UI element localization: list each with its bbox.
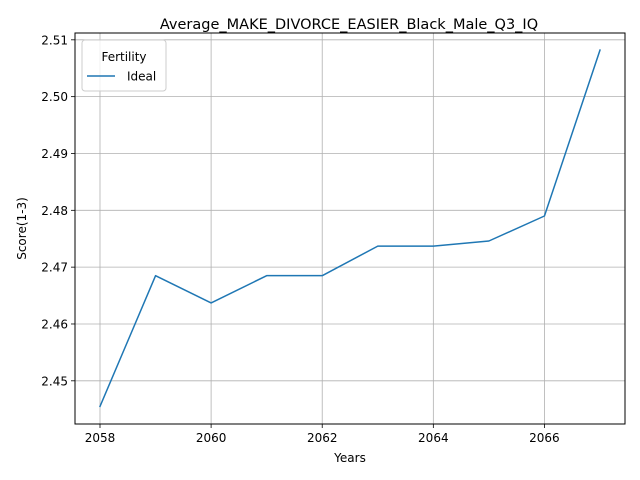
chart-title: Average_MAKE_DIVORCE_EASIER_Black_Male_Q…: [160, 17, 538, 33]
y-tick-label: 2.49: [41, 147, 68, 161]
series-layer: [99, 49, 601, 408]
legend-box: [81, 39, 167, 92]
y-tick-label: 2.50: [41, 90, 68, 104]
y-tick-label: 2.47: [41, 261, 68, 275]
legend-label-ideal: Ideal: [127, 70, 156, 84]
y-tick-label: 2.48: [41, 204, 68, 218]
x-tick-label: 2062: [307, 431, 338, 445]
plot-area-frame: [74, 32, 626, 425]
x-tick-label: 2064: [418, 431, 449, 445]
legend-title: Fertility: [101, 50, 146, 64]
x-tick-label: 2066: [529, 431, 560, 445]
x-tick-label: 2058: [85, 431, 116, 445]
axis-ticks: 2058 2060 2062 2064 2066 2.45 2.46 2.47 2.48 2.49…: [41, 33, 559, 445]
y-tick-label: 2.51: [41, 33, 68, 47]
y-tick-label: 2.46: [41, 317, 68, 331]
series-line-ideal: [99, 49, 601, 408]
x-axis-label: Years: [333, 451, 366, 465]
x-tick-label: 2060: [196, 431, 227, 445]
y-tick-label: 2.45: [41, 374, 68, 388]
grid-lines: [75, 33, 625, 424]
legend: Fertility Ideal: [81, 39, 167, 92]
y-axis-label: Score(1-3): [15, 197, 29, 260]
